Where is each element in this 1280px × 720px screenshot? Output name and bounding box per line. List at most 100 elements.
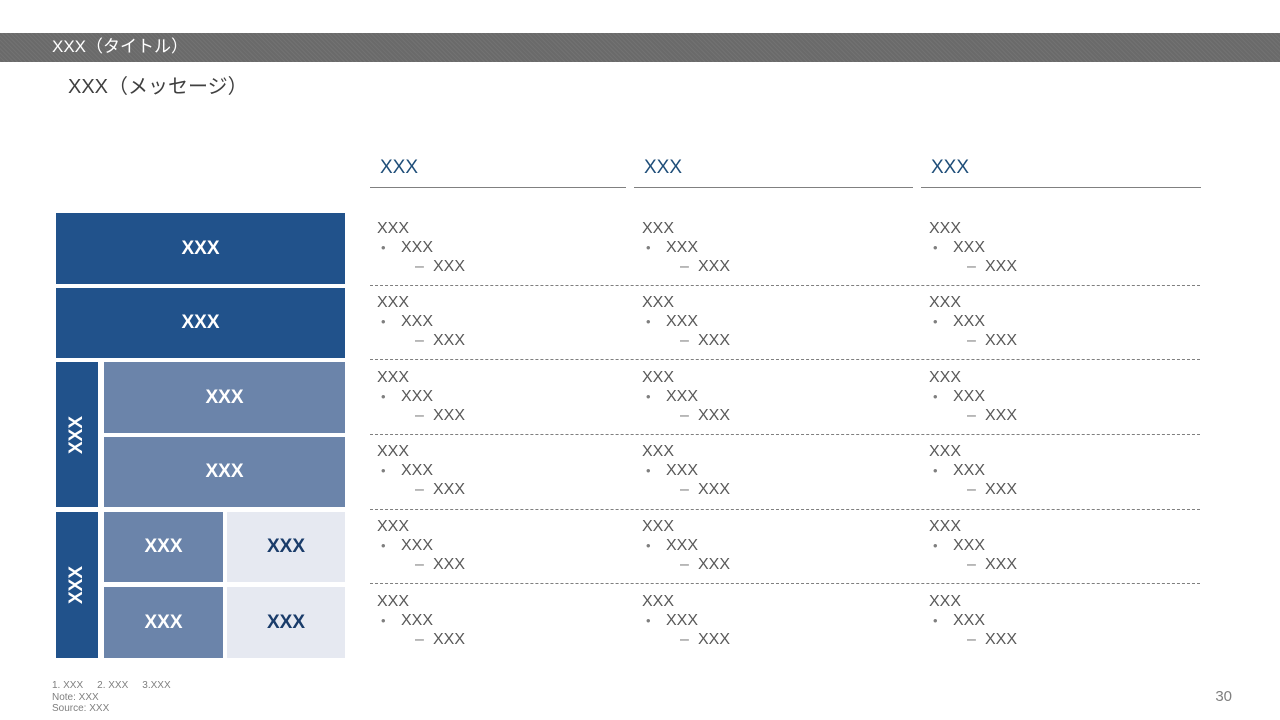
- sub-bullet-item: – XXX: [642, 630, 892, 649]
- level-2-text: XXX: [666, 239, 699, 256]
- row-separator: [370, 359, 1200, 360]
- content-cell-r3-c1: XXX • XXX – XXX: [377, 368, 627, 425]
- dash-icon: –: [680, 631, 689, 648]
- content-cell-r5-c3: XXX • XXX – XXX: [929, 517, 1179, 574]
- bullet-item: • XXX: [929, 312, 1179, 331]
- bullet-icon: •: [646, 538, 651, 553]
- level-2-text: XXX: [953, 239, 986, 256]
- bullet-icon: •: [646, 463, 651, 478]
- row-3-label-text: XXX: [205, 386, 244, 408]
- content-cell-r4-c2: XXX • XXX – XXX: [642, 442, 892, 499]
- source-line: Source: XXX: [52, 703, 110, 714]
- content-cell-r2-c3: XXX • XXX – XXX: [929, 293, 1179, 350]
- content-cell-r4-c3: XXX • XXX – XXX: [929, 442, 1179, 499]
- level-3-text: XXX: [985, 407, 1018, 424]
- slide-message: XXX（メッセージ）: [68, 76, 248, 98]
- sub-bullet-item: – XXX: [377, 257, 627, 276]
- content-cell-r4-c1: XXX • XXX – XXX: [377, 442, 627, 499]
- dash-icon: –: [415, 481, 424, 498]
- level-3-text: XXX: [985, 258, 1018, 275]
- content-cell-r5-c1: XXX • XXX – XXX: [377, 517, 627, 574]
- bullet-item: • XXX: [929, 238, 1179, 257]
- sub-bullet-item: – XXX: [642, 331, 892, 350]
- level-1-text: XXX: [377, 294, 410, 311]
- dash-icon: –: [680, 407, 689, 424]
- level-1-text: XXX: [929, 518, 962, 535]
- row-6-label-b-text: XXX: [266, 611, 306, 633]
- row-5-label-b-text: XXX: [266, 536, 306, 557]
- bullet-icon: •: [933, 240, 938, 255]
- sub-bullet-item: – XXX: [642, 406, 892, 425]
- level-2-text: XXX: [953, 313, 986, 330]
- content-cell-r3-c3: XXX • XXX – XXX: [929, 368, 1179, 425]
- row-1-label-text: XXX: [181, 237, 220, 259]
- sub-bullet-item: – XXX: [377, 630, 627, 649]
- bullet-icon: •: [933, 314, 938, 329]
- content-cell-r6-c1: XXX • XXX – XXX: [377, 592, 627, 649]
- footnotes-line: 1. XXX 2. XXX 3.XXX: [52, 680, 185, 692]
- footer-notes: 1. XXX 2. XXX 3.XXX Note: XXX Source: XXX: [52, 680, 185, 715]
- bullet-item: • XXX: [377, 312, 627, 331]
- content-cell-r3-c2: XXX • XXX – XXX: [642, 368, 892, 425]
- level-1-text: XXX: [929, 220, 962, 237]
- title-bar: [0, 33, 1280, 62]
- level-3-text: XXX: [985, 481, 1018, 498]
- dash-icon: –: [680, 258, 689, 275]
- bullet-icon: •: [646, 613, 651, 628]
- bullet-item: • XXX: [377, 611, 627, 630]
- level-2-text: XXX: [666, 537, 699, 554]
- dash-icon: –: [415, 332, 424, 349]
- bullet-icon: •: [381, 240, 386, 255]
- level-1-text: XXX: [377, 369, 410, 386]
- level-2-text: XXX: [401, 537, 434, 554]
- row-1-label: XXX: [56, 213, 345, 284]
- level-1-text: XXX: [929, 369, 962, 386]
- bullet-item: • XXX: [929, 536, 1179, 555]
- content-cell-r2-c2: XXX • XXX – XXX: [642, 293, 892, 350]
- sub-bullet-item: – XXX: [929, 257, 1179, 276]
- level-1-text: XXX: [642, 593, 675, 610]
- level-3-text: XXX: [698, 481, 731, 498]
- level-2-text: XXX: [666, 388, 699, 405]
- level-1-text: XXX: [929, 443, 962, 460]
- level-1-text: XXX: [642, 220, 675, 237]
- sub-bullet-item: – XXX: [377, 480, 627, 499]
- content-cell-r1-c3: XXX • XXX – XXX: [929, 219, 1179, 276]
- level-3-text: XXX: [985, 332, 1018, 349]
- level-1-text: XXX: [377, 518, 410, 535]
- level-3-text: XXX: [698, 631, 731, 648]
- bullet-icon: •: [933, 389, 938, 404]
- level-1-text: XXX: [642, 518, 675, 535]
- sub-bullet-item: – XXX: [377, 331, 627, 350]
- dash-icon: –: [967, 481, 976, 498]
- group-1-label: XXX: [56, 362, 98, 507]
- level-1-text: XXX: [377, 220, 410, 237]
- bullet-icon: •: [381, 389, 386, 404]
- sub-bullet-item: – XXX: [929, 406, 1179, 425]
- level-1-text: XXX: [929, 593, 962, 610]
- dash-icon: –: [415, 631, 424, 648]
- group-2-label-text: XXX: [66, 565, 87, 605]
- bullet-item: • XXX: [642, 611, 892, 630]
- row-separator: [370, 583, 1200, 584]
- sub-bullet-item: – XXX: [377, 555, 627, 574]
- footnote-1: 1. XXX: [52, 680, 84, 691]
- bullet-item: • XXX: [929, 611, 1179, 630]
- level-1-text: XXX: [642, 369, 675, 386]
- content-cell-r2-c1: XXX • XXX – XXX: [377, 293, 627, 350]
- dash-icon: –: [967, 332, 976, 349]
- note-line: Note: XXX: [52, 691, 99, 703]
- column-header-2: XXX: [634, 156, 913, 188]
- row-6-label-b: XXX: [227, 587, 345, 658]
- sub-bullet-item: – XXX: [929, 630, 1179, 649]
- bullet-item: • XXX: [377, 387, 627, 406]
- bullet-item: • XXX: [642, 461, 892, 480]
- level-3-text: XXX: [698, 556, 731, 573]
- level-2-text: XXX: [666, 612, 699, 629]
- row-2-label-text: XXX: [181, 312, 220, 333]
- bullet-item: • XXX: [377, 536, 627, 555]
- bullet-icon: •: [933, 613, 938, 628]
- row-6-label-a-text: XXX: [144, 611, 183, 633]
- dash-icon: –: [967, 631, 976, 648]
- content-cell-r5-c2: XXX • XXX – XXX: [642, 517, 892, 574]
